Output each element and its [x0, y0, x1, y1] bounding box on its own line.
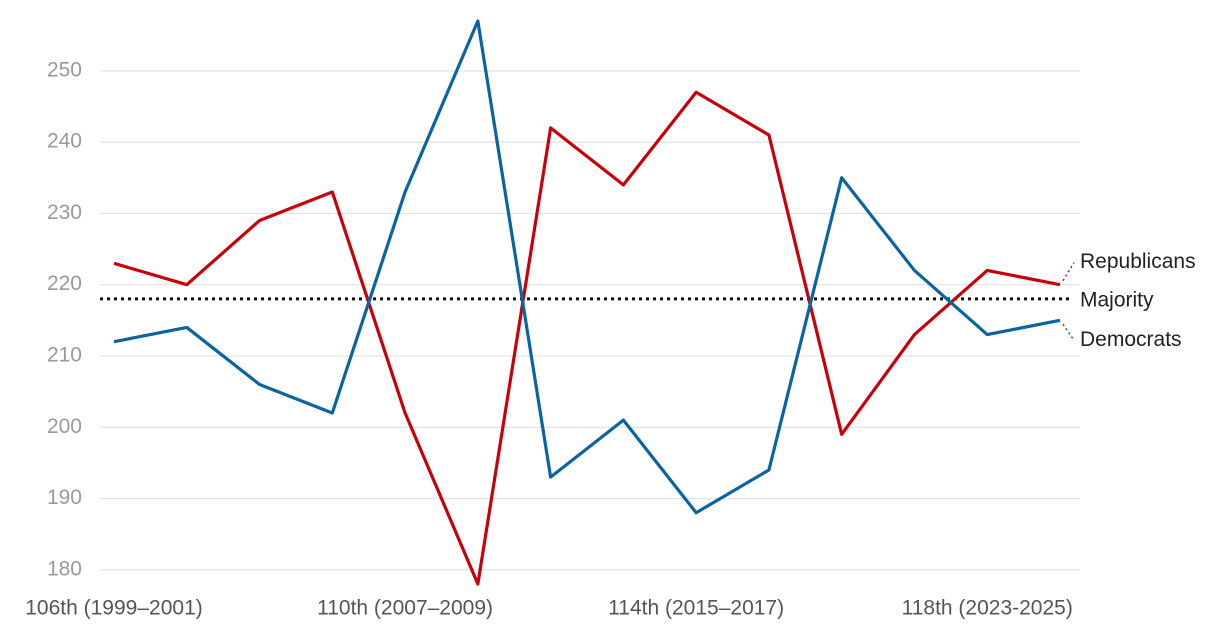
majority-label: Majority [1080, 288, 1154, 311]
y-tick-label: 190 [47, 486, 82, 509]
y-tick-label: 200 [47, 415, 82, 438]
y-tick-label: 240 [47, 130, 82, 153]
label-leader [1062, 262, 1075, 282]
x-tick-label: 114th (2015–2017) [608, 597, 784, 620]
y-tick-label: 210 [47, 343, 82, 366]
x-tick-label: 106th (1999–2001) [25, 597, 203, 620]
label-leader [1062, 323, 1075, 341]
x-tick-label: 118th (2023-2025) [902, 597, 1073, 620]
legend-label: Republicans [1080, 250, 1196, 273]
series-line [113, 19, 1061, 515]
series-line [113, 90, 1061, 586]
legend-label: Democrats [1080, 328, 1182, 351]
y-tick-label: 220 [47, 272, 82, 295]
x-tick-label: 110th (2007–2009) [317, 597, 493, 620]
y-tick-label: 180 [47, 557, 82, 580]
y-tick-label: 230 [47, 201, 82, 224]
y-tick-label: 250 [47, 58, 82, 81]
